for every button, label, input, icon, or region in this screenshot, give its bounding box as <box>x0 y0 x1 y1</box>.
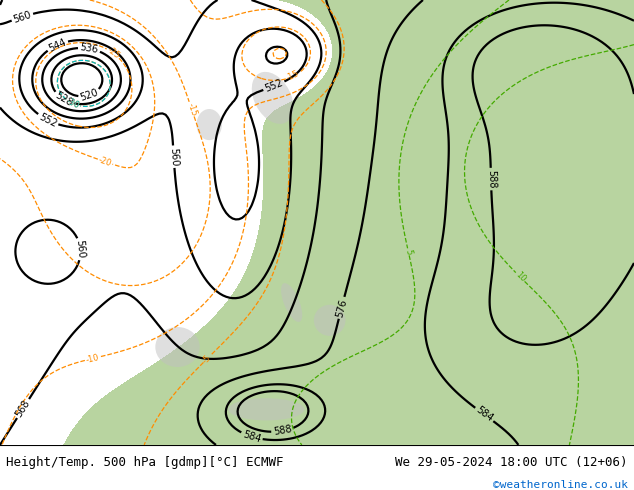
Text: -30: -30 <box>65 97 81 110</box>
Text: 5: 5 <box>403 248 413 255</box>
Text: 576: 576 <box>334 297 349 318</box>
Text: ©weatheronline.co.uk: ©weatheronline.co.uk <box>493 481 628 490</box>
Ellipse shape <box>281 283 302 322</box>
Text: 560: 560 <box>168 147 179 166</box>
Text: We 29-05-2024 18:00 UTC (12+06): We 29-05-2024 18:00 UTC (12+06) <box>395 457 628 469</box>
Ellipse shape <box>228 398 304 420</box>
Text: 544: 544 <box>47 37 68 53</box>
Ellipse shape <box>252 72 294 124</box>
Text: -30: -30 <box>65 97 81 110</box>
Text: Height/Temp. 500 hPa [gdmp][°C] ECMWF: Height/Temp. 500 hPa [gdmp][°C] ECMWF <box>6 457 284 469</box>
Text: 588: 588 <box>486 170 496 189</box>
Text: 552: 552 <box>37 111 58 129</box>
Text: 584: 584 <box>242 429 262 444</box>
Text: -5: -5 <box>201 353 213 365</box>
Text: -10: -10 <box>85 353 100 365</box>
Text: 584: 584 <box>474 405 495 424</box>
Text: -25: -25 <box>105 46 121 61</box>
Text: 588: 588 <box>273 424 292 438</box>
Ellipse shape <box>197 109 222 140</box>
Text: 552: 552 <box>264 78 285 94</box>
Text: -15: -15 <box>185 101 198 117</box>
Text: 10: 10 <box>514 270 527 284</box>
Text: 560: 560 <box>74 240 86 259</box>
Text: 560: 560 <box>12 9 32 24</box>
Text: 536: 536 <box>79 42 99 55</box>
Text: 520: 520 <box>79 87 100 103</box>
Text: -15: -15 <box>285 70 301 83</box>
Text: 528: 528 <box>53 90 74 108</box>
Ellipse shape <box>155 327 200 367</box>
Text: -20: -20 <box>97 155 113 168</box>
Ellipse shape <box>314 305 346 336</box>
Text: 568: 568 <box>14 398 32 419</box>
